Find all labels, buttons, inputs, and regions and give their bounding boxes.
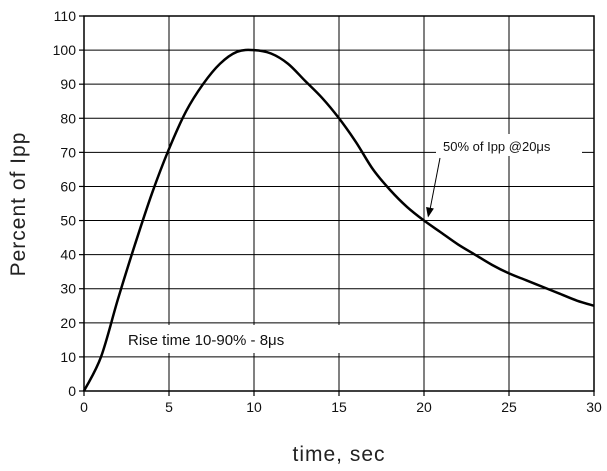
annotation-1-box: [436, 134, 582, 156]
x-tick-label-6: 30: [586, 399, 602, 415]
y-axis-label: Percent of Ipp: [7, 132, 30, 277]
annotation-1-arrowhead: [426, 206, 434, 218]
annotation-2-box: [119, 325, 340, 353]
x-tick-label-0: 0: [80, 399, 88, 415]
y-tick-label-0: 0: [68, 383, 76, 399]
y-tick-label-2: 20: [60, 315, 76, 331]
y-tick-label-5: 50: [60, 213, 76, 229]
y-tick-label-6: 60: [60, 178, 76, 194]
y-tick-label-3: 30: [60, 281, 76, 297]
series-line-0: [82, 48, 595, 392]
grid: [84, 16, 594, 391]
x-tick-label-1: 5: [165, 399, 173, 415]
y-tick-label-7: 70: [60, 144, 76, 160]
x-tick-label-4: 20: [416, 399, 432, 415]
y-tick-label-10: 100: [53, 42, 77, 58]
x-tick-label-3: 15: [331, 399, 347, 415]
annotation-2-text: Rise time 10-90% - 8μs: [128, 332, 284, 349]
y-tick-label-9: 90: [60, 76, 76, 92]
y-tick-label-4: 40: [60, 247, 76, 263]
annotation-1-leader: [429, 157, 441, 210]
x-tick-label-2: 10: [246, 399, 262, 415]
y-tick-label-1: 10: [60, 349, 76, 365]
y-tick-label-11: 110: [54, 8, 77, 24]
annotation-1-text: 50% of Ipp @20μs: [443, 139, 551, 154]
x-axis-label: time, sec: [292, 443, 385, 466]
tick-labels: 0 5 10 15 20 25 30 0 10 20 30 40 50 60 70 80 90 100 110: [53, 8, 602, 415]
y-tick-label-8: 80: [60, 110, 76, 126]
x-tick-label-5: 25: [501, 399, 517, 415]
series-layer: [82, 48, 595, 392]
annotations: 50% of Ipp @20μs Rise time 10-90% - 8μs: [119, 134, 582, 353]
